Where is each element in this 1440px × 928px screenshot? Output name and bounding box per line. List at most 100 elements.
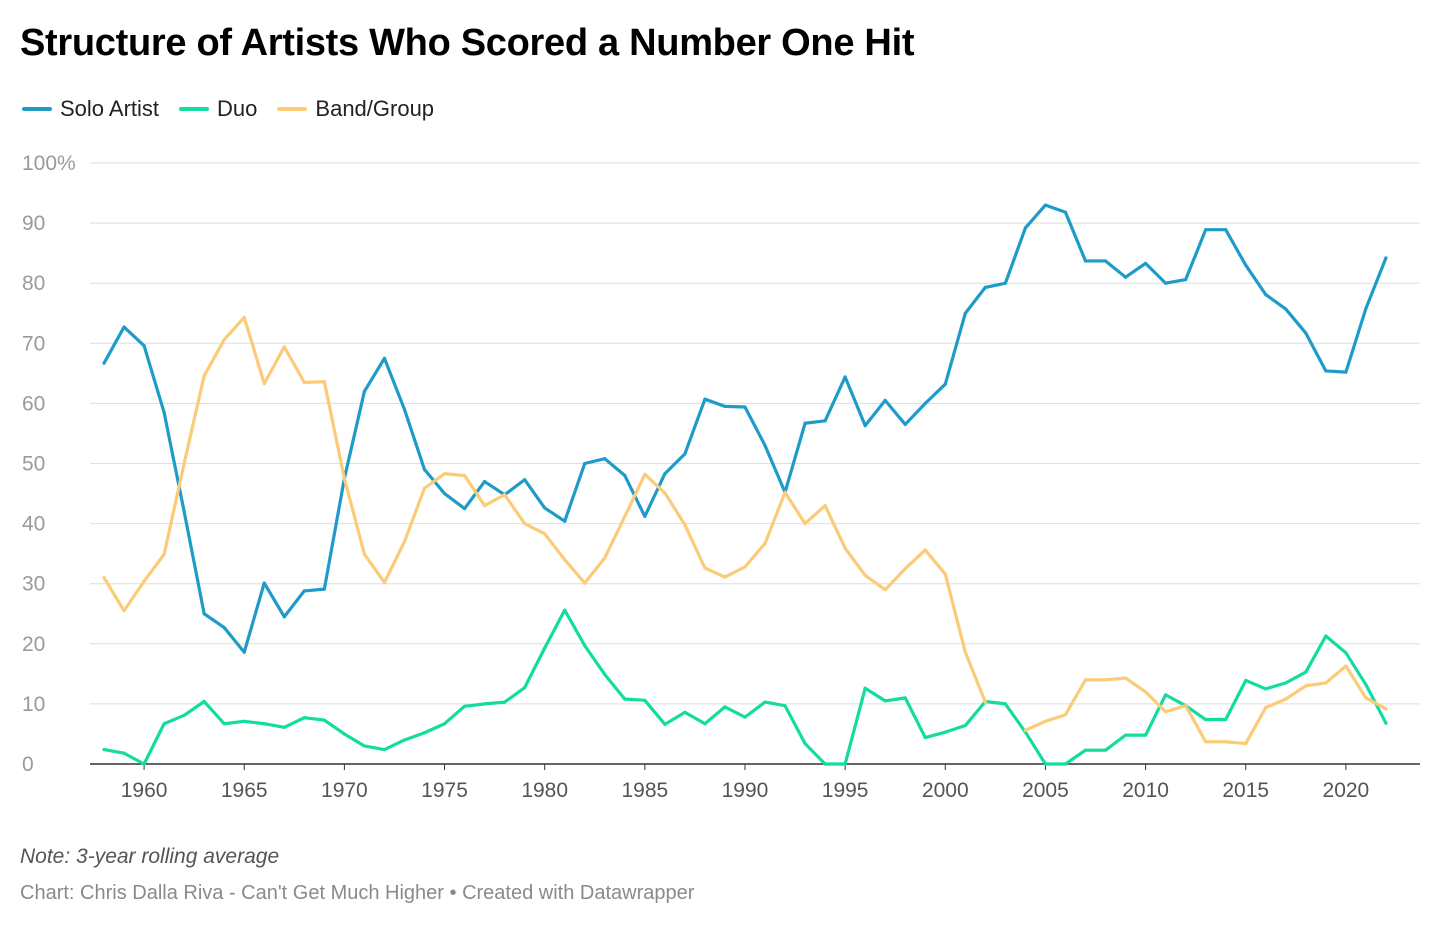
point-band-group-2002 — [983, 700, 987, 704]
point-band-group-1984 — [623, 514, 627, 518]
point-duo-2021 — [1364, 683, 1368, 687]
point-band-group-1997 — [883, 588, 887, 592]
point-solo-artist-1982 — [583, 461, 587, 466]
point-solo-artist-2010 — [1143, 261, 1148, 265]
point-band-group-1979 — [523, 522, 527, 526]
point-solo-artist-1994 — [823, 419, 827, 423]
point-duo-1995 — [843, 762, 847, 766]
chart-note: Note: 3-year rolling average — [20, 845, 280, 868]
point-band-group-2022 — [1384, 707, 1388, 711]
point-duo-2018 — [1304, 670, 1308, 674]
point-duo-1976 — [462, 704, 467, 708]
point-duo-1974 — [422, 731, 427, 735]
point-solo-artist-2008 — [1103, 259, 1108, 263]
point-band-group-1964 — [222, 338, 226, 342]
point-duo-1978 — [503, 700, 507, 704]
point-duo-2019 — [1324, 634, 1328, 638]
y-tick-label-10: 10 — [22, 693, 45, 716]
point-solo-artist-1987 — [683, 452, 687, 456]
point-solo-artist-1974 — [422, 467, 427, 472]
point-band-group-2021 — [1364, 696, 1368, 700]
point-band-group-2000 — [943, 572, 947, 576]
series-line-duo — [102, 608, 1388, 766]
x-tick-label-1990: 1990 — [722, 779, 769, 802]
point-band-group-1970 — [342, 476, 346, 481]
point-band-group-2016 — [1264, 705, 1268, 710]
point-band-group-1989 — [723, 575, 727, 579]
legend-label-band-group: Band/Group — [315, 96, 435, 121]
point-solo-artist-2009 — [1123, 275, 1128, 279]
x-tick-label-2000: 2000 — [922, 779, 969, 802]
point-band-group-2019 — [1324, 681, 1328, 685]
point-band-group-2018 — [1304, 684, 1308, 688]
point-band-group-1985 — [643, 472, 647, 476]
y-axis: 0 10 20 30 40 50 60 70 80 90 100% — [22, 152, 76, 776]
point-band-group-1995 — [843, 546, 847, 550]
y-tick-label-30: 30 — [22, 573, 45, 596]
point-duo-1971 — [362, 744, 367, 748]
point-solo-artist-1997 — [883, 398, 887, 402]
x-axis: 1960 1965 1970 1975 1980 1985 1990 1995 2000 2005… — [121, 764, 1369, 802]
legend-swatch-duo — [179, 107, 210, 111]
point-duo-1960 — [142, 762, 146, 766]
legend-item-band-group: Band/Group — [277, 96, 434, 122]
point-band-group-1998 — [903, 567, 907, 571]
x-tick-label-2005: 2005 — [1022, 779, 1069, 802]
point-solo-artist-2016 — [1264, 293, 1268, 297]
point-duo-1984 — [623, 697, 627, 701]
point-duo-1986 — [663, 722, 667, 726]
point-band-group-2004 — [1023, 728, 1028, 732]
point-solo-artist-2011 — [1164, 281, 1168, 285]
point-solo-artist-2015 — [1244, 263, 1248, 267]
x-tick-label-1995: 1995 — [822, 779, 869, 802]
point-duo-2015 — [1244, 678, 1248, 683]
point-duo-2006 — [1063, 762, 1068, 766]
point-band-group-1973 — [402, 540, 407, 544]
point-band-group-2020 — [1344, 664, 1348, 668]
point-band-group-1992 — [783, 490, 787, 494]
point-band-group-1999 — [923, 548, 927, 552]
point-duo-2007 — [1083, 748, 1088, 752]
legend-label-solo-artist: Solo Artist — [60, 96, 160, 121]
point-duo-2001 — [963, 723, 967, 728]
point-solo-artist-1976 — [462, 506, 467, 511]
point-duo-2022 — [1384, 721, 1388, 725]
point-solo-artist-2002 — [983, 285, 987, 290]
legend-item-solo-artist: Solo Artist — [22, 96, 159, 122]
x-tick-label-1985: 1985 — [621, 779, 668, 802]
point-band-group-2001 — [963, 650, 967, 654]
point-solo-artist-2019 — [1324, 369, 1328, 373]
point-duo-1990 — [743, 715, 747, 719]
series-points-solo-artist — [102, 203, 1388, 654]
x-tick-label-2015: 2015 — [1222, 779, 1269, 802]
point-solo-artist-1983 — [603, 457, 607, 461]
point-duo-2020 — [1344, 651, 1348, 655]
point-solo-artist-1991 — [763, 443, 767, 448]
point-duo-1985 — [643, 698, 647, 702]
point-solo-artist-1964 — [222, 625, 226, 630]
point-duo-2014 — [1224, 717, 1228, 722]
point-duo-1996 — [863, 686, 867, 690]
point-band-group-1975 — [442, 472, 447, 476]
point-duo-2010 — [1143, 733, 1148, 737]
point-duo-1979 — [523, 686, 527, 690]
point-band-group-1986 — [663, 491, 667, 495]
point-band-group-1959 — [122, 609, 126, 613]
y-tick-label-0: 0 — [22, 753, 34, 776]
point-duo-1993 — [803, 741, 807, 746]
point-band-group-1961 — [162, 552, 166, 556]
point-band-group-2006 — [1063, 713, 1068, 717]
point-solo-artist-1969 — [322, 587, 326, 591]
point-solo-artist-1975 — [442, 491, 447, 496]
point-solo-artist-1993 — [803, 421, 807, 425]
point-band-group-1993 — [803, 522, 807, 526]
point-band-group-1965 — [242, 315, 246, 320]
point-duo-2011 — [1164, 693, 1168, 697]
point-duo-1972 — [382, 747, 387, 752]
point-band-group-1982 — [583, 581, 587, 585]
y-tick-label-70: 70 — [22, 332, 45, 355]
y-tick-label-90: 90 — [22, 212, 45, 235]
point-band-group-1980 — [543, 532, 547, 536]
point-duo-1983 — [603, 672, 607, 677]
point-band-group-1994 — [823, 503, 827, 508]
